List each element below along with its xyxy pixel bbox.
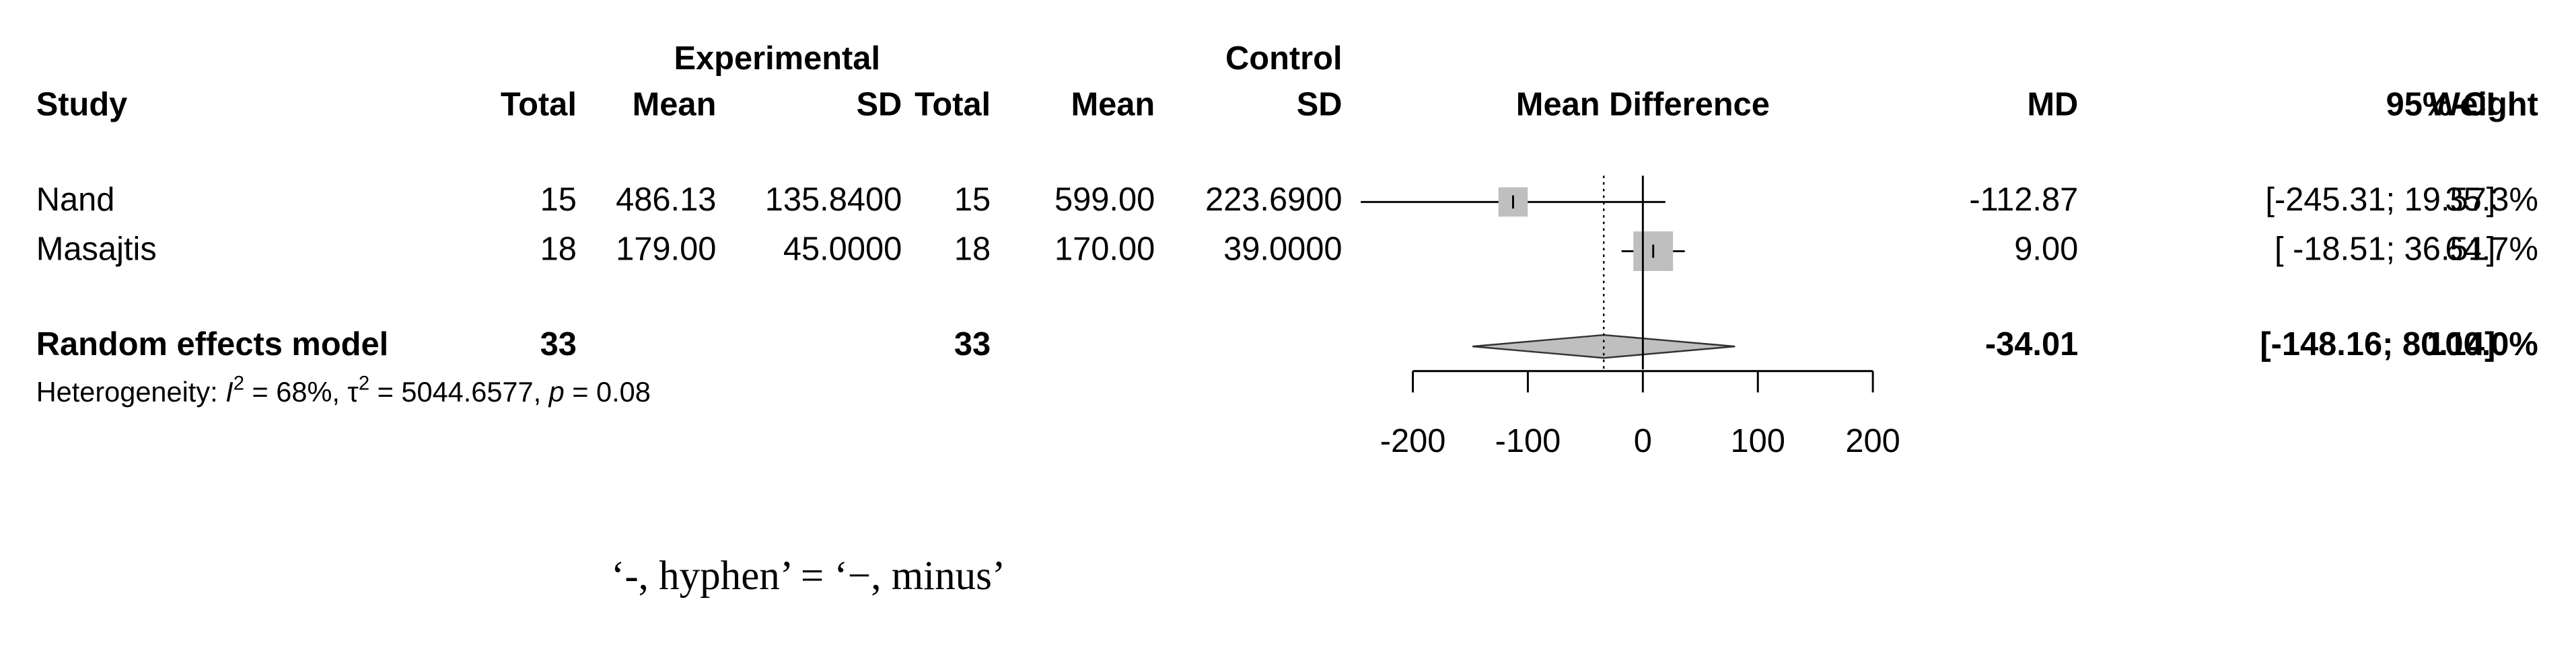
table-cell: 64.7% [2445, 231, 2538, 267]
x-tick-label: -100 [1495, 423, 1561, 459]
column-header: 95%-CI [2386, 87, 2496, 123]
table-cell: Masajtis [36, 231, 157, 267]
column-header: Total [501, 87, 577, 123]
group-header: Experimental [674, 40, 880, 77]
column-header: Total [915, 87, 991, 123]
table-cell: 223.6900 [1205, 182, 1343, 218]
group-header: Control [1225, 40, 1343, 77]
table-cell: 18 [540, 231, 577, 267]
table-cell: [-148.16; 80.14] [2260, 326, 2495, 362]
heterogeneity-part: = 68%, [244, 376, 347, 408]
heterogeneity-part: 2 [234, 372, 244, 394]
column-header: SD [856, 87, 902, 123]
table-cell: 33 [954, 326, 991, 362]
table-cell: 33 [540, 326, 577, 362]
x-tick-label: -200 [1380, 423, 1446, 459]
table-cell: 179.00 [616, 231, 716, 267]
table-cell: [-245.31; 19.57] [2265, 182, 2495, 218]
column-header: Study [36, 87, 128, 123]
table-cell: 9.00 [2014, 231, 2078, 267]
heterogeneity-part: = 5044.6577, [369, 376, 549, 408]
table-cell: 599.00 [1054, 182, 1155, 218]
table-cell: 170.00 [1054, 231, 1155, 267]
x-tick-label: 0 [1634, 423, 1652, 459]
heterogeneity-part: p [548, 376, 565, 408]
table-cell: [ -18.51; 36.51] [2275, 231, 2495, 267]
column-header: Weight [2429, 87, 2538, 123]
table-cell: 100.0% [2427, 326, 2538, 362]
column-header: Mean [633, 87, 717, 123]
heterogeneity-part: I [225, 376, 234, 408]
table-cell: -112.87 [1969, 182, 2078, 218]
heterogeneity-part: = 0.08 [565, 376, 651, 408]
table-cell: 486.13 [616, 182, 716, 218]
heterogeneity-part: Heterogeneity: [36, 376, 225, 408]
table-cell: 135.8400 [765, 182, 902, 218]
table-cell: Nand [36, 182, 115, 218]
table-cell: Random effects model [36, 326, 388, 362]
table-cell: 39.0000 [1223, 231, 1342, 267]
heterogeneity-part: 2 [359, 372, 369, 394]
column-header: SD [1297, 87, 1343, 123]
column-header: MD [2027, 87, 2078, 123]
table-cell: 35.3% [2445, 182, 2538, 218]
column-header: Mean Difference [1516, 87, 1770, 123]
x-tick-label: 200 [1845, 423, 1900, 459]
table-cell: -34.01 [1985, 326, 2078, 362]
table-cell: 15 [540, 182, 577, 218]
table-cell: 15 [954, 182, 991, 218]
caption: ‘-, hyphen’ = ‘−, minus’ [611, 553, 1005, 599]
column-header: Mean [1071, 87, 1155, 123]
table-cell: 18 [954, 231, 991, 267]
heterogeneity: Heterogeneity: I2 = 68%, τ2 = 5044.6577,… [36, 372, 651, 408]
table-cell: 45.0000 [783, 231, 902, 267]
heterogeneity-part: τ [347, 376, 359, 408]
x-tick-label: 100 [1730, 423, 1785, 459]
